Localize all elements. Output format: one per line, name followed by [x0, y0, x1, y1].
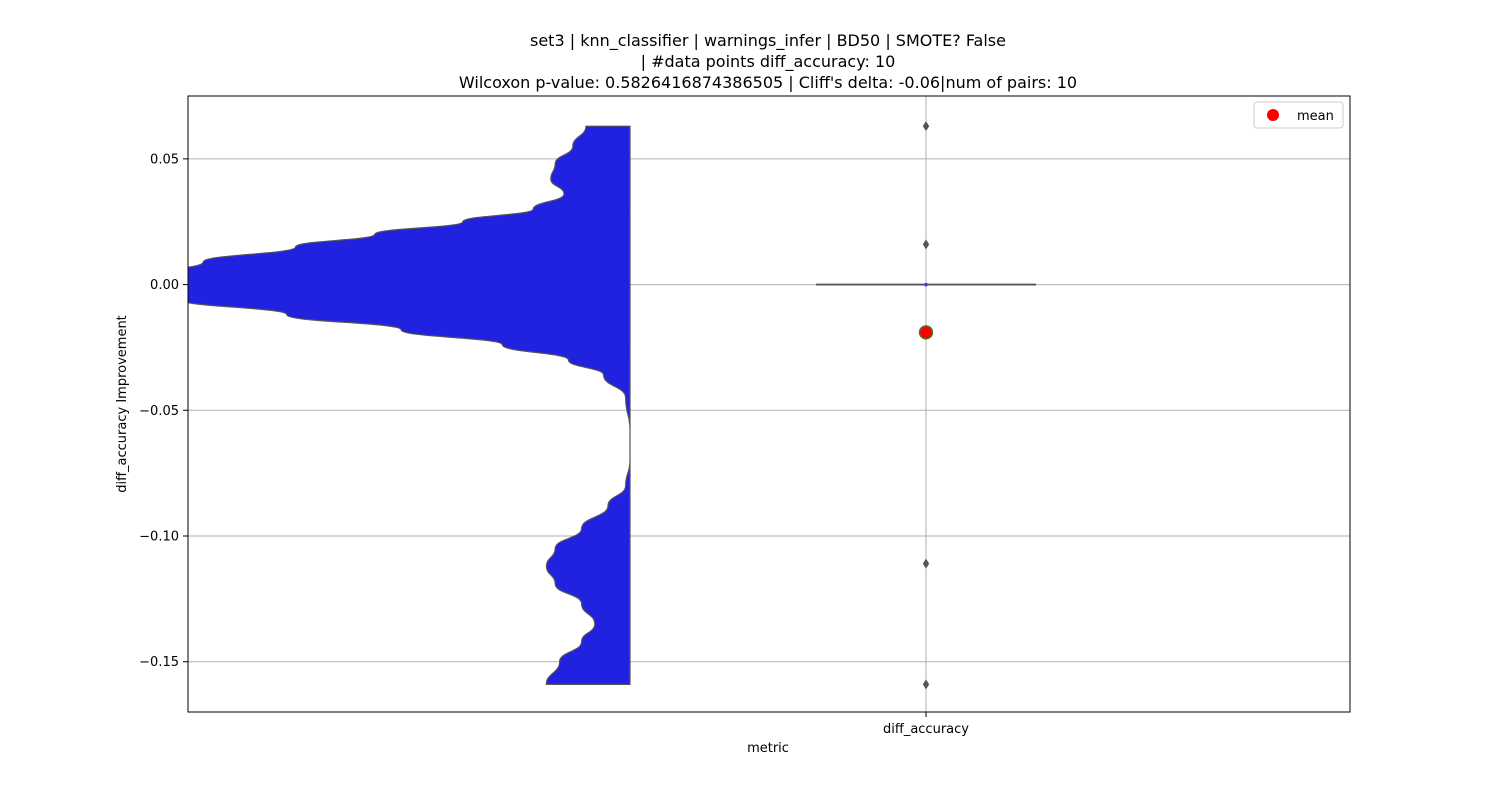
plot-area — [188, 121, 1036, 690]
legend: mean — [1253, 101, 1344, 129]
outlier-point — [922, 121, 930, 132]
violin-layer — [188, 125, 631, 685]
outlier-point — [922, 558, 930, 569]
legend-mean-marker — [1267, 109, 1279, 121]
y-axis-ticks: 0.05 0.00 −0.05 −0.10 −0.15 — [139, 152, 188, 670]
legend-box — [1253, 101, 1344, 129]
legend-mean-label: mean — [1297, 109, 1334, 124]
y-tick-label: −0.15 — [139, 655, 179, 670]
chart-title-line-1: set3 | knn_classifier | warnings_infer |… — [530, 31, 1006, 51]
mean-marker — [918, 325, 934, 340]
box-center-dot — [924, 282, 928, 287]
y-tick-label: 0.00 — [150, 278, 179, 293]
grid-lines — [188, 96, 1350, 712]
y-tick-label: −0.05 — [139, 404, 179, 419]
violin-body — [188, 125, 631, 685]
box-layer — [816, 121, 1036, 690]
y-axis-label: diff_accuracy Improvement — [115, 315, 130, 493]
outlier-point — [922, 239, 930, 250]
x-axis-label: metric — [747, 741, 789, 756]
y-tick-label: −0.10 — [139, 530, 179, 545]
plot-frame — [187, 95, 1351, 713]
chart-title-line-3: Wilcoxon p-value: 0.5826416874386505 | C… — [459, 73, 1077, 92]
y-tick-label: 0.05 — [150, 152, 179, 167]
chart-title-line-2: | #data points diff_accuracy: 10 — [641, 52, 896, 72]
x-tick-label: diff_accuracy — [883, 722, 969, 737]
outlier-point — [922, 679, 930, 690]
x-axis-ticks: diff_accuracy — [883, 712, 969, 737]
